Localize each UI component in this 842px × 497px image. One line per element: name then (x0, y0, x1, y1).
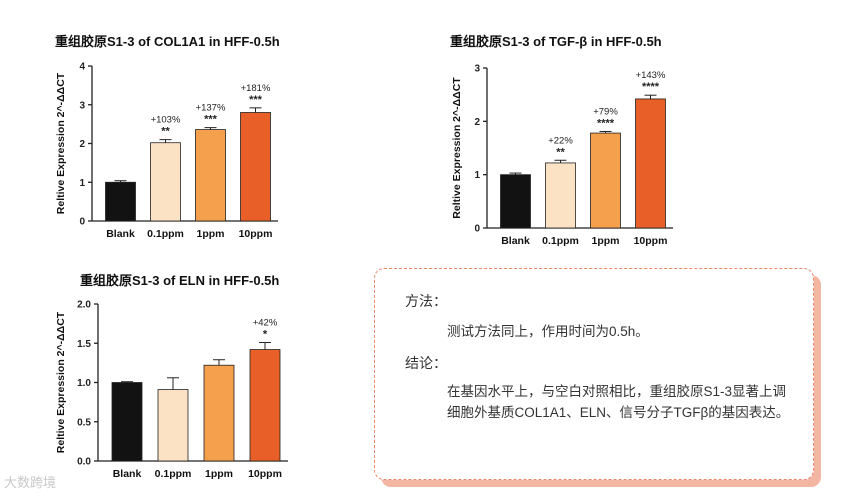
x-tick-label: 1ppm (196, 228, 224, 240)
percent-label: +137% (196, 103, 226, 114)
y-tick-label: 1.5 (77, 339, 91, 350)
y-tick-label: 1 (474, 170, 480, 181)
chart-title-cn: 重组胶原 (80, 273, 132, 288)
y-tick-label: 3 (79, 100, 85, 111)
y-tick-label: 3 (474, 64, 480, 75)
bar-0.1ppm (545, 162, 576, 229)
significance-label: ** (556, 146, 565, 158)
significance-label: **** (642, 81, 660, 93)
significance-label: *** (204, 114, 218, 126)
bar-Blank (111, 382, 143, 462)
y-tick-label: 0.0 (77, 457, 91, 468)
chart-title: 重组胶原S1-3 of ELN in HFF-0.5h (80, 273, 279, 288)
y-axis-label: Reltive Expression 2^-ΔΔCT (55, 311, 67, 453)
y-tick-label: 2.0 (77, 300, 91, 311)
bar-0.1ppm (150, 142, 181, 222)
eln-chart: 重组胶原S1-3 of ELN in HFF-0.5h Reltive Expre… (55, 273, 288, 480)
bar-10ppm (249, 349, 281, 462)
y-tick-label: 0 (79, 217, 85, 228)
chart-title: 重组胶原S1-3 of COL1A1 in HFF-0.5h (55, 34, 280, 49)
percent-label: +181% (241, 83, 271, 94)
bar-1ppm (195, 129, 226, 222)
significance-label: * (263, 328, 268, 340)
y-tick-label: 1.0 (77, 378, 91, 389)
x-tick-label: 0.1ppm (542, 235, 579, 247)
y-tick-label: 2 (79, 139, 85, 150)
y-tick-label: 0 (474, 224, 480, 235)
y-tick-label: 4 (79, 62, 85, 73)
chart-title-cn: 重组胶原 (450, 34, 502, 49)
y-tick-label: 0.5 (77, 417, 91, 428)
x-tick-label: Blank (106, 228, 135, 240)
method-conclusion-box: 方法： 测试方法同上，作用时间为0.5h。 结论： 在基因水平上，与空白对照相比… (374, 268, 814, 480)
x-tick-label: 1ppm (205, 468, 233, 480)
bar-10ppm (240, 112, 271, 222)
chart-title-en: S1-3 of ELN in HFF-0.5h (132, 273, 279, 288)
x-tick-label: 1ppm (591, 235, 619, 247)
chart-title-en: S1-3 of COL1A1 in HFF-0.5h (107, 34, 280, 49)
percent-label: +103% (151, 115, 181, 126)
x-tick-label: 10ppm (239, 228, 273, 240)
y-tick-label: 1 (79, 178, 85, 189)
chart-title: 重组胶原S1-3 of TGF-β in HFF-0.5h (450, 34, 662, 49)
x-tick-label: 10ppm (248, 468, 282, 480)
y-axis-label: Reltive Expression 2^-ΔΔCT (55, 72, 67, 214)
x-tick-label: 10ppm (634, 235, 668, 247)
bar-1ppm (590, 132, 621, 229)
method-text: 测试方法同上，作用时间为0.5h。 (447, 324, 649, 339)
percent-label: +143% (636, 70, 666, 81)
y-tick-label: 2 (474, 117, 480, 128)
x-tick-label: Blank (113, 468, 142, 480)
chart-title-en: S1-3 of TGF-β in HFF-0.5h (502, 34, 662, 49)
conclusion-heading: 结论： (405, 355, 447, 371)
bar-10ppm (635, 98, 666, 229)
bar-0.1ppm (157, 389, 189, 462)
significance-label: *** (249, 94, 263, 106)
bar-1ppm (203, 364, 235, 462)
y-axis-label: Reltive Expression 2^-ΔΔCT (451, 77, 463, 219)
bar-Blank (500, 174, 531, 229)
tgf-beta-chart: 重组胶原S1-3 of TGF-β in HFF-0.5h Reltive Exp… (450, 34, 673, 247)
percent-label: +42% (253, 317, 278, 328)
conclusion-text: 在基因水平上，与空白对照相比，重组胶原S1-3显著上调细胞外基质COL1A1、E… (447, 384, 790, 420)
chart-title-cn: 重组胶原 (55, 34, 107, 49)
percent-label: +22% (548, 135, 573, 146)
percent-label: +79% (593, 106, 618, 117)
x-tick-label: 0.1ppm (155, 468, 192, 480)
bar-Blank (105, 181, 136, 222)
x-tick-label: 0.1ppm (147, 228, 184, 240)
watermark-text: 大数跨境 (4, 475, 57, 490)
x-tick-label: Blank (501, 235, 530, 247)
significance-label: **** (597, 117, 615, 129)
significance-label: ** (161, 126, 170, 138)
method-heading: 方法： (405, 293, 447, 309)
col1a1-chart: 重组胶原S1-3 of COL1A1 in HFF-0.5h Reltive Ex… (55, 34, 280, 240)
